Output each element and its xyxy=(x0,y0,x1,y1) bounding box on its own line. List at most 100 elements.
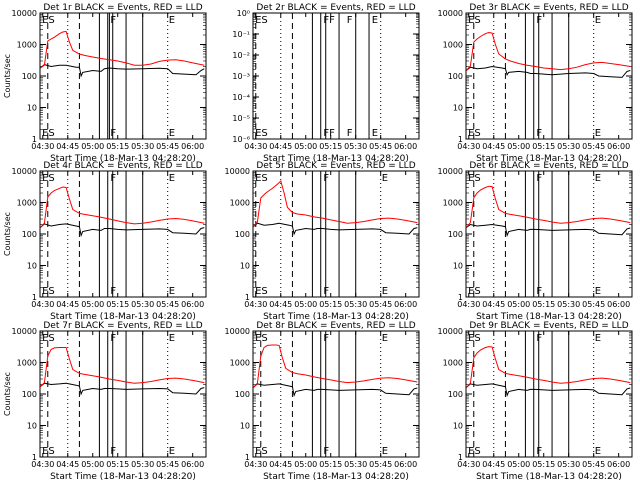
annotation-label: F xyxy=(323,446,329,457)
x-tick-label: 06:00 xyxy=(607,142,630,151)
y-tick-label: 1000 xyxy=(230,359,250,368)
panel-title: Det 3r BLACK = Events, RED = LLD xyxy=(469,3,628,13)
annotation-label-top: F xyxy=(110,333,116,344)
x-tick-label: 05:30 xyxy=(344,460,367,469)
x-tick-label: 05:15 xyxy=(319,460,342,469)
annotation-label: ES xyxy=(42,446,55,457)
y-tick-label: 100 xyxy=(22,390,37,399)
x-tick-label: 04:30 xyxy=(457,142,480,151)
x-tick-label: 04:30 xyxy=(244,460,267,469)
series-events-line xyxy=(252,222,418,236)
annotation-label-top: F xyxy=(110,173,116,184)
annotation-label-top: F xyxy=(110,15,116,26)
x-tick-label: 05:15 xyxy=(532,300,555,309)
series-events-line xyxy=(39,64,205,78)
x-tick-label: 04:30 xyxy=(457,300,480,309)
annotation-label: E xyxy=(595,446,601,457)
y-tick-label: 10 xyxy=(453,104,463,113)
y-tick-label: 1 xyxy=(245,293,250,302)
y-tick-label: 10⁻³ xyxy=(232,72,250,81)
series-lld-line xyxy=(465,31,631,71)
annotation-label-top: E xyxy=(382,173,388,184)
x-tick-label: 06:00 xyxy=(394,300,417,309)
y-tick-label: 10 xyxy=(27,104,37,113)
y-tick-label: 1000 xyxy=(17,41,37,50)
y-tick-label: 10000 xyxy=(438,167,463,176)
annotation-label-top: ES xyxy=(468,333,481,344)
x-tick-label: 05:15 xyxy=(106,300,129,309)
annotation-label: E xyxy=(595,286,601,297)
series-events-line xyxy=(465,223,631,238)
y-tick-label: 10000 xyxy=(12,9,37,18)
annotation-label: ES xyxy=(255,286,268,297)
x-tick-label: 04:45 xyxy=(56,300,79,309)
x-tick-label: 05:30 xyxy=(557,300,580,309)
panel-det-4: Det 4r BLACK = Events, RED = LLD Start Ti… xyxy=(3,161,207,322)
annotation-label-top: ES xyxy=(42,333,55,344)
annotation-label: ES xyxy=(42,286,55,297)
annotation-label-top: E xyxy=(169,333,175,344)
annotation-label: ES xyxy=(255,446,268,457)
series-lld-line xyxy=(252,180,418,228)
y-tick-label: 10000 xyxy=(225,167,250,176)
x-tick-label: 04:30 xyxy=(244,300,267,309)
y-tick-label: 1 xyxy=(32,293,37,302)
y-tick-label: 100 xyxy=(448,390,463,399)
annotation-label-top: F xyxy=(323,173,329,184)
panel-title: Det 2r BLACK = Events, RED = LLD xyxy=(256,3,415,13)
series-lld-line xyxy=(39,347,205,388)
y-tick-label: 1 xyxy=(458,453,463,462)
series-events-line xyxy=(39,382,205,396)
annotation-label: E xyxy=(595,128,601,139)
panel-det-7: Det 7r BLACK = Events, RED = LLD Start Ti… xyxy=(3,321,207,480)
y-tick-label: 1000 xyxy=(17,199,37,208)
annotation-label-top: F xyxy=(536,15,542,26)
x-axis-label: Start Time (18-Mar-13 04:28:20) xyxy=(263,154,409,164)
annotation-label-top: ES xyxy=(255,173,268,184)
panel-det-3: Det 3r BLACK = Events, RED = LLD Start Ti… xyxy=(438,3,633,164)
x-tick-label: 05:00 xyxy=(507,142,530,151)
x-tick-label: 05:15 xyxy=(532,142,555,151)
annotation-label: ES xyxy=(468,446,481,457)
y-tick-label: 10 xyxy=(453,262,463,271)
y-tick-label: 1000 xyxy=(443,359,463,368)
x-tick-label: 05:00 xyxy=(294,300,317,309)
annotation-label: F xyxy=(323,286,329,297)
x-tick-label: 06:00 xyxy=(394,460,417,469)
x-tick-label: 04:30 xyxy=(31,300,54,309)
x-tick-label: 04:30 xyxy=(31,142,54,151)
x-axis-label: Start Time (18-Mar-13 04:28:20) xyxy=(50,312,196,322)
series-events-line xyxy=(465,65,631,78)
y-axis-label: Counts/sec xyxy=(3,372,12,416)
y-tick-label: 10 xyxy=(240,422,250,431)
x-tick-label: 05:45 xyxy=(582,142,605,151)
x-tick-label: 05:45 xyxy=(369,300,392,309)
x-tick-label: 04:30 xyxy=(244,142,267,151)
x-tick-label: 05:15 xyxy=(319,142,342,151)
x-tick-label: 05:45 xyxy=(582,460,605,469)
x-axis-label: Start Time (18-Mar-13 04:28:20) xyxy=(263,312,409,322)
panel-title: Det 8r BLACK = Events, RED = LLD xyxy=(256,321,415,331)
y-tick-label: 1000 xyxy=(17,359,37,368)
x-tick-label: 05:00 xyxy=(294,460,317,469)
annotation-label: E xyxy=(372,128,378,139)
annotation-label-top: F xyxy=(323,333,329,344)
annotation-label: F xyxy=(536,286,542,297)
y-axis-label: Counts/sec xyxy=(3,212,12,256)
y-tick-label: 1 xyxy=(32,453,37,462)
annotation-label: F xyxy=(110,446,116,457)
x-axis-label: Start Time (18-Mar-13 04:28:20) xyxy=(476,312,622,322)
annotation-label-top: ES xyxy=(255,333,268,344)
panel-det-2: Det 2r BLACK = Events, RED = LLD Start Ti… xyxy=(232,3,420,164)
series-lld-line xyxy=(40,30,205,69)
y-tick-label: 100 xyxy=(448,230,463,239)
series-lld-line xyxy=(252,344,418,388)
x-tick-label: 05:00 xyxy=(81,142,104,151)
annotation-label-top: ES xyxy=(255,15,268,26)
annotation-label-top: ES xyxy=(42,15,55,26)
y-tick-label: 10⁻⁴ xyxy=(232,93,250,102)
annotation-label: E xyxy=(382,446,388,457)
annotation-label-top: E xyxy=(372,15,378,26)
x-tick-label: 04:30 xyxy=(457,460,480,469)
panel-det-9: Det 9r BLACK = Events, RED = LLD Start Ti… xyxy=(438,321,633,480)
